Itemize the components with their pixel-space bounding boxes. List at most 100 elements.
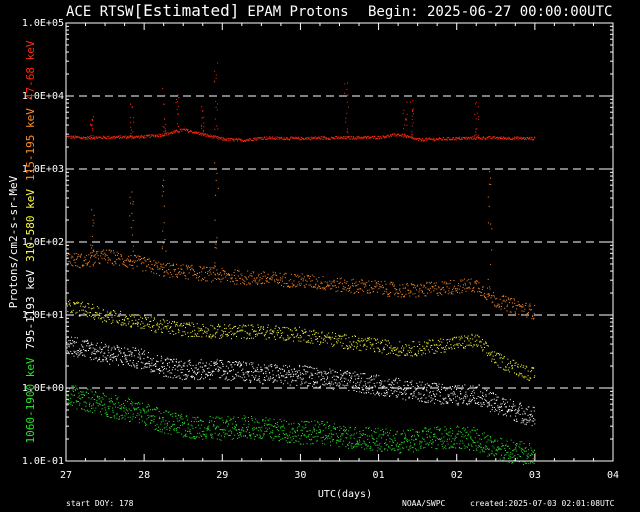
title-prefix: ACE RTSW <box>66 4 134 20</box>
data-point <box>90 138 92 140</box>
data-point <box>531 416 533 418</box>
data-point <box>205 437 207 439</box>
data-point <box>156 355 158 357</box>
data-point <box>77 388 79 390</box>
spike-point <box>164 132 166 134</box>
data-point <box>412 398 414 399</box>
data-point <box>228 138 230 140</box>
data-point <box>274 379 276 381</box>
data-point <box>221 429 223 431</box>
data-point <box>468 403 470 405</box>
data-point <box>214 278 216 279</box>
data-point <box>284 369 285 371</box>
data-point <box>291 286 293 288</box>
data-point <box>216 425 218 427</box>
data-point <box>81 301 83 303</box>
data-point <box>529 419 531 421</box>
data-point <box>516 418 517 420</box>
data-point <box>197 277 199 279</box>
data-point <box>391 349 393 351</box>
data-point <box>259 380 261 382</box>
data-point <box>275 137 277 139</box>
data-point <box>70 312 72 313</box>
data-point <box>263 379 265 381</box>
data-point <box>187 430 188 432</box>
data-point <box>519 372 521 374</box>
data-point <box>406 136 408 138</box>
data-point <box>145 135 147 137</box>
data-point <box>397 355 399 357</box>
data-point <box>279 272 281 274</box>
data-point <box>153 365 155 366</box>
data-point <box>173 428 175 430</box>
data-point <box>164 271 166 273</box>
data-point <box>280 372 282 374</box>
data-point <box>197 327 199 329</box>
data-point <box>97 396 99 398</box>
data-point <box>342 342 344 344</box>
data-point <box>127 259 129 261</box>
data-point <box>438 344 440 346</box>
data-point <box>465 346 466 347</box>
data-point <box>123 402 124 404</box>
data-point <box>223 137 224 139</box>
data-point <box>443 282 445 284</box>
data-point <box>145 318 147 320</box>
spike-point <box>177 101 178 103</box>
data-point <box>212 136 214 138</box>
data-point <box>310 342 312 344</box>
data-point <box>384 380 386 382</box>
data-point <box>66 305 68 307</box>
data-point <box>96 137 98 139</box>
data-point <box>248 421 249 422</box>
data-point <box>166 134 168 136</box>
data-point <box>197 368 199 370</box>
data-point <box>231 138 233 140</box>
spike-point <box>163 205 165 207</box>
data-point <box>266 281 268 283</box>
data-point <box>212 371 213 373</box>
data-point <box>383 392 385 394</box>
data-point <box>315 284 317 286</box>
data-point <box>187 129 189 131</box>
data-point <box>461 388 463 390</box>
data-point <box>257 275 259 277</box>
data-point <box>185 433 187 435</box>
data-point <box>251 337 252 339</box>
data-point <box>263 137 265 139</box>
data-point <box>80 350 82 352</box>
data-point <box>242 372 244 374</box>
data-point <box>297 333 299 335</box>
data-point <box>518 409 520 411</box>
data-point <box>492 301 494 303</box>
data-point <box>105 358 107 360</box>
data-point <box>487 405 489 407</box>
data-point <box>520 422 522 424</box>
data-point <box>417 295 419 297</box>
data-point <box>109 258 111 260</box>
data-point <box>144 366 146 367</box>
data-point <box>271 137 273 139</box>
data-point <box>151 365 153 367</box>
data-point <box>68 301 69 303</box>
data-point <box>437 399 439 401</box>
data-point <box>448 137 450 138</box>
data-point <box>521 137 523 139</box>
spike-point <box>214 70 216 72</box>
data-point <box>263 326 264 328</box>
data-point <box>196 421 198 423</box>
data-point <box>323 370 325 372</box>
data-point <box>67 405 69 406</box>
data-point <box>76 136 78 137</box>
data-point <box>439 341 441 343</box>
data-point <box>114 415 116 417</box>
data-point <box>169 427 171 429</box>
data-point <box>336 372 338 373</box>
data-point <box>340 378 341 380</box>
data-point <box>194 438 196 439</box>
data-point <box>75 341 77 343</box>
data-point <box>369 292 371 294</box>
data-point <box>343 286 345 288</box>
spike-point <box>162 186 164 188</box>
data-point <box>144 421 145 423</box>
